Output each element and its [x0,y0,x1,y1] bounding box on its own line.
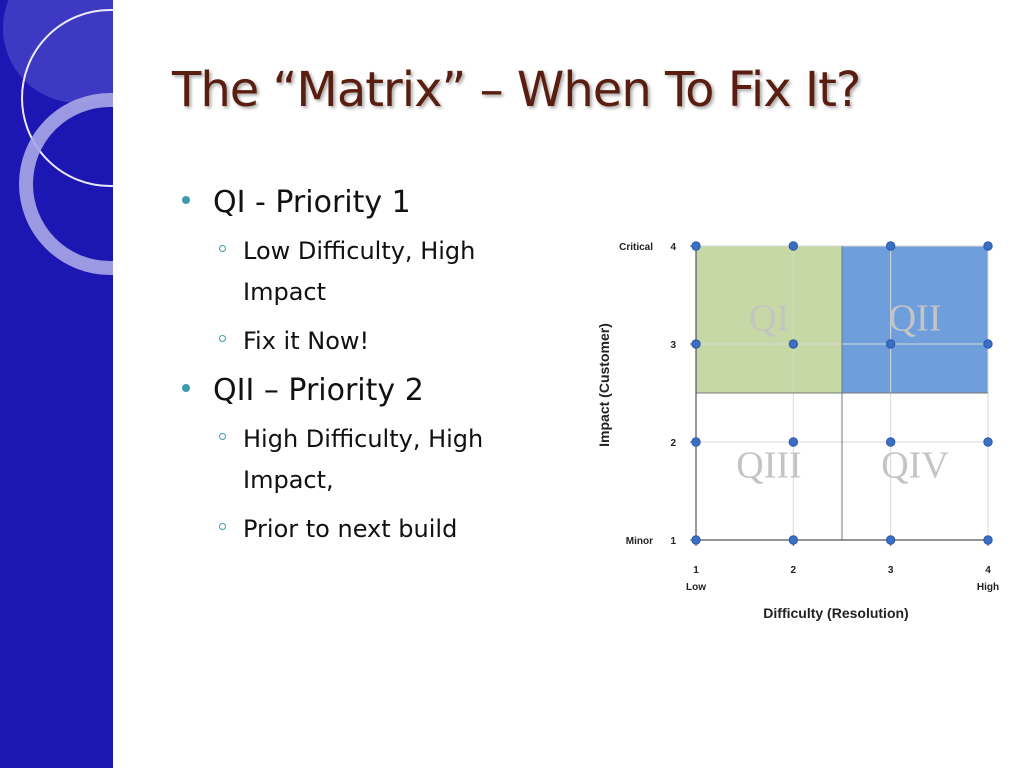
bullet-dot-icon [182,384,190,392]
x-axis-title: Difficulty (Resolution) [763,605,908,621]
data-point [691,535,701,545]
data-point [983,339,993,349]
x-tick-label: 4 [985,565,991,576]
sub-bullet-text: High Difficulty, High [243,425,484,453]
data-point [691,437,701,447]
quadrant-label: QII [889,298,942,340]
quadrant-qi [696,246,842,393]
quadrant-label: QIV [881,445,949,487]
x-tick-label-high: High [977,582,999,593]
sub-bullet-item: Fix it Now! [219,321,542,362]
bullet-item: QI - Priority 1 [182,183,542,223]
data-point [691,241,701,251]
quadrant-qii [842,246,988,393]
sub-bullet-text: Prior to next build [243,515,458,543]
quadrant-label: QI [749,298,789,340]
y-tick-label: 1 [670,536,676,547]
decorative-sidebar [0,0,113,768]
x-tick-label: 2 [791,565,797,576]
sub-bullet-item: Low Difficulty, High Impact [219,231,542,313]
x-tick-label-low: Low [686,582,706,593]
data-point [788,339,799,349]
slide-title: The “Matrix” – When To Fix It? [172,62,861,118]
sub-bullet-ring-icon [219,245,226,252]
x-tick-label: 3 [888,565,894,576]
x-tick-label: 1 [693,565,699,576]
sub-bullet-item: High Difficulty, High Impact, [219,419,542,501]
data-point [788,241,799,251]
data-point [885,535,896,545]
quadrant-qiii [696,393,842,540]
y-axis-title: Impact (Customer) [596,323,612,447]
data-point [885,241,896,251]
bullet-list: QI - Priority 1 Low Difficulty, High Imp… [182,183,542,550]
quadrant-label: QIII [736,445,801,487]
sub-bullet-ring-icon [219,433,226,440]
sub-bullet-text-continued: Impact [243,278,327,306]
sub-bullet-ring-icon [219,335,226,342]
data-point [788,437,799,447]
y-tick-label-minor: Minor [626,536,653,547]
priority-matrix-chart: QI QII QIII QIV 1 2 3 4 1 2 3 4 Low High Minor Critical… [596,241,999,621]
sub-bullet-text-continued: Impact, [243,466,334,494]
y-tick-label: 3 [670,340,676,351]
data-point [885,437,896,447]
sub-bullet-text: Fix it Now! [243,327,370,355]
data-point [691,339,701,349]
bullet-dot-icon [182,196,190,204]
sub-bullet-text: Low Difficulty, High [243,237,476,265]
quadrant-qiv [842,393,988,540]
data-point [885,339,896,349]
bullet-item: QII – Priority 2 [182,371,542,411]
sub-bullet-ring-icon [219,523,226,530]
data-point [983,437,993,447]
data-point [983,241,993,251]
bullet-text: QII – Priority 2 [213,373,424,408]
y-tick-label: 4 [670,242,676,253]
decorative-rings [3,0,113,275]
y-tick-label-critical: Critical [619,242,653,253]
data-point [983,535,993,545]
y-tick-label: 2 [670,438,676,449]
data-point [788,535,799,545]
bullet-text: QI - Priority 1 [213,185,411,220]
sub-bullet-item: Prior to next build [219,509,542,550]
